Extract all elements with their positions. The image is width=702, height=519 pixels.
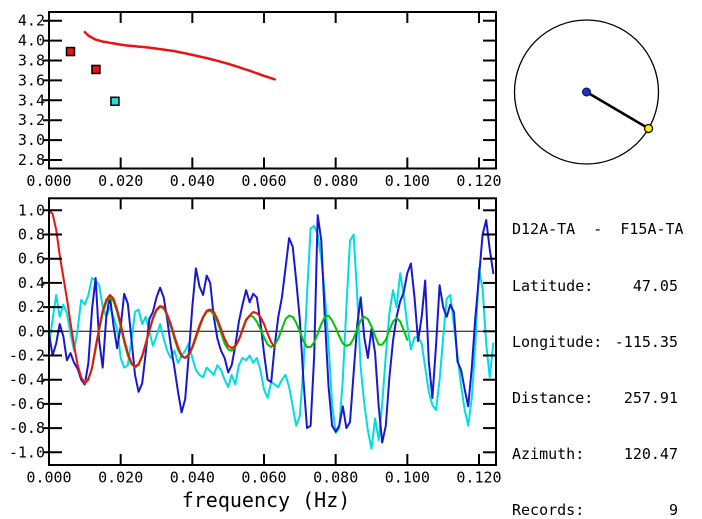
spectra-plot: 0.000 0.020 0.040 0.060 0.080 0.100 0.120 1.0 0.…: [9, 197, 502, 487]
y-tick-label: 3.8: [18, 52, 45, 70]
latitude-label: Latitude:: [512, 276, 594, 295]
cross-spectrum-real-curve: [48, 214, 495, 444]
x-tick-label: 0.040: [170, 469, 215, 487]
azimuth-circle: [513, 19, 660, 165]
bessel-fit-curve: [48, 209, 276, 385]
azimuth-row: Azimuth: 120.47: [512, 445, 678, 464]
picked-dispersion-point-marker[interactable]: [65, 46, 76, 57]
x-tick-label: 0.120: [456, 172, 501, 190]
dispersion-plot: 0.000 0.020 0.040 0.060 0.080 0.100 0.120 2.8 3.…: [18, 11, 502, 190]
y-tick-label: 4.0: [18, 32, 45, 50]
x-tick-label: 0.080: [313, 172, 358, 190]
distance-value: 257.91: [623, 388, 678, 407]
latitude-row: Latitude: 47.05: [512, 277, 678, 296]
x-tick-label: 0.020: [98, 172, 143, 190]
distance-label: Distance:: [512, 388, 594, 407]
picked-dispersion-point-marker[interactable]: [110, 96, 120, 107]
y-tick-label: 3.2: [18, 111, 45, 129]
y-tick-label: 2.8: [18, 151, 45, 169]
y-tick-label: 0.0: [18, 322, 45, 340]
y-tick-label: -0.4: [9, 371, 45, 389]
x-tick-label: 0.060: [241, 172, 286, 190]
plot-border: [48, 11, 497, 170]
azimuth-value: 120.47: [623, 444, 678, 463]
spectra-plot-click-area[interactable]: [49, 198, 496, 465]
longitude-value: -115.35: [614, 332, 678, 351]
y-tick-label: 3.4: [18, 91, 45, 109]
picked-dispersion-point-marker[interactable]: [91, 64, 101, 75]
azimuth-diagram: [513, 19, 660, 165]
group-velocity-dispersion-curve-curve: [83, 30, 276, 81]
y-tick-label: 4.2: [18, 12, 45, 30]
x-tick-label: 0.120: [456, 469, 501, 487]
x-tick-label: 0.040: [170, 172, 215, 190]
y-tick-label: -0.8: [9, 419, 45, 437]
y-tick-label: -0.2: [9, 347, 45, 365]
dispersion-plot-click-area[interactable]: [49, 12, 496, 169]
y-tick-label: 0.2: [18, 298, 45, 316]
y-tick-label: 0.6: [18, 250, 45, 268]
records-row: Records: 9: [512, 501, 678, 519]
x-tick-label: 0.100: [385, 172, 430, 190]
y-tick-label: 1.0: [18, 201, 45, 219]
longitude-row: Longitude: -115.35: [512, 333, 678, 352]
distance-row: Distance: 257.91: [512, 389, 678, 408]
x-tick-label: 0.080: [313, 469, 358, 487]
y-tick-label: 0.8: [18, 226, 45, 244]
y-tick-label: -1.0: [9, 443, 45, 461]
longitude-label: Longitude:: [512, 332, 603, 351]
x-tick-label: 0.100: [385, 469, 430, 487]
x-tick-label: 0.000: [26, 172, 71, 190]
azimuth-line: [585, 90, 650, 130]
x-tick-label: 0.060: [241, 469, 286, 487]
station-info-panel: D12A-TA - F15A-TA Latitude: 47.05 Longit…: [512, 183, 684, 519]
y-tick-label: 3.0: [18, 131, 45, 149]
reference-station-dot: [582, 87, 591, 97]
station-pair-title: D12A-TA - F15A-TA: [512, 220, 684, 239]
x-axis-title: frequency (Hz): [181, 488, 351, 512]
azimuth-label: Azimuth:: [512, 444, 585, 463]
latitude-value: 47.05: [632, 276, 678, 295]
records-label: Records:: [512, 500, 585, 519]
pair-station-dot: [643, 123, 654, 134]
y-tick-label: 0.4: [18, 274, 45, 292]
x-tick-label: 0.020: [98, 469, 143, 487]
records-value: 9: [668, 500, 678, 519]
y-tick-label: -0.6: [9, 395, 45, 413]
y-tick-label: 3.6: [18, 71, 45, 89]
x-tick-label: 0.000: [26, 469, 71, 487]
